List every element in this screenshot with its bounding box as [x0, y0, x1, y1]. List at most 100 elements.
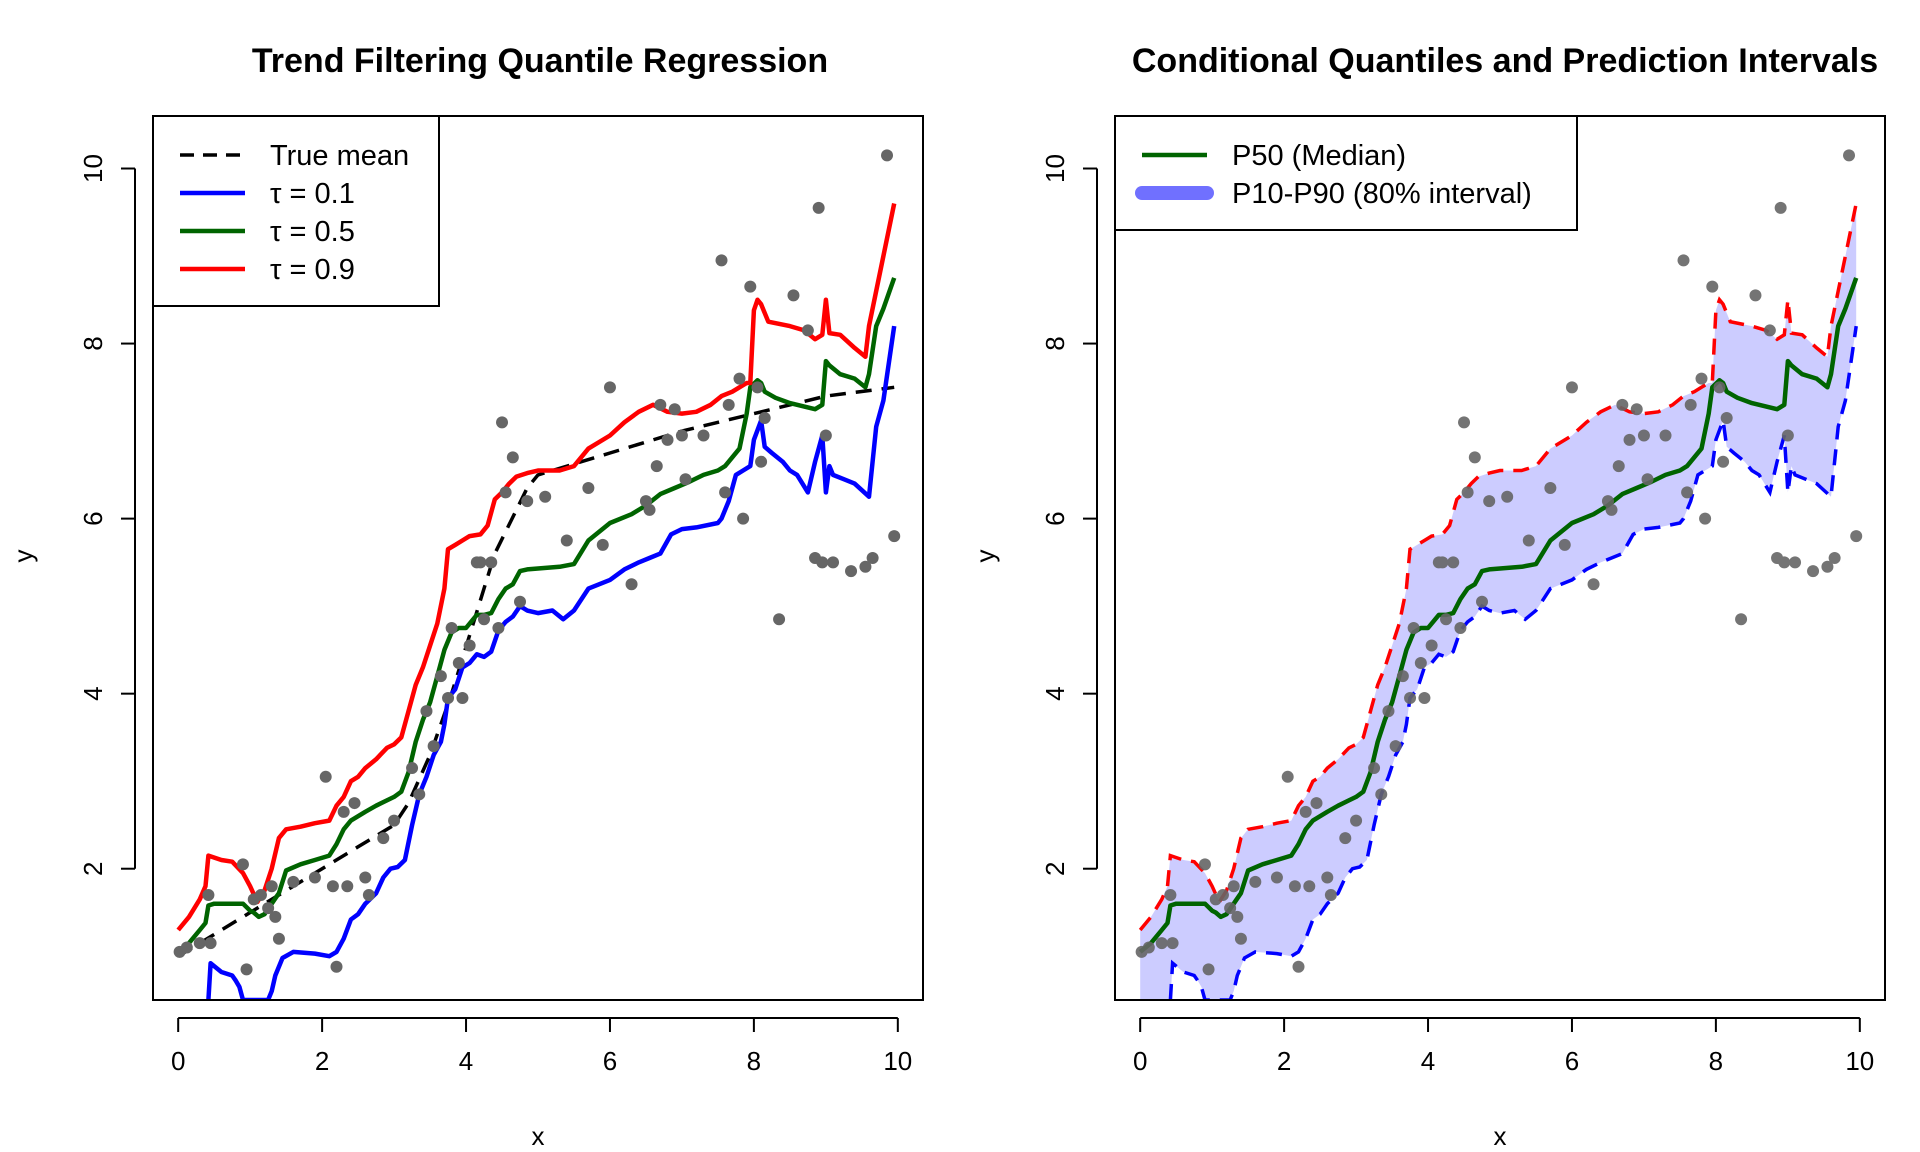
- left-data-point: [478, 613, 491, 626]
- left-data-point: [319, 770, 332, 783]
- right-data-point: [1605, 503, 1618, 516]
- right-data-point: [1303, 880, 1316, 893]
- right-y-axis-label: y: [970, 550, 1000, 563]
- right-data-point: [1407, 622, 1420, 635]
- left-data-point: [888, 530, 901, 543]
- right-data-point: [1350, 814, 1363, 827]
- right-data-point: [1249, 875, 1262, 888]
- left-data-point: [240, 963, 253, 976]
- left-data-point: [675, 429, 688, 442]
- right-data-point: [1458, 416, 1471, 429]
- right-data-point: [1310, 797, 1323, 810]
- left-data-point: [722, 398, 735, 411]
- right-data-point: [1699, 512, 1712, 525]
- left-data-point: [377, 832, 390, 845]
- right-legend-label: P10-P90 (80% interval): [1232, 178, 1532, 210]
- left-legend-label: τ = 0.5: [270, 216, 355, 248]
- right-data-point: [1224, 902, 1237, 915]
- left-data-point: [719, 486, 732, 499]
- left-data-point: [265, 880, 278, 893]
- right-data-point: [1227, 880, 1240, 893]
- right-x-tick-label: 6: [1565, 1046, 1579, 1076]
- left-data-point: [272, 932, 285, 945]
- prediction-interval-band: [1140, 203, 1857, 1000]
- left-data-point: [654, 398, 667, 411]
- left-y-tick-label: 6: [78, 511, 108, 525]
- right-data-point: [1774, 201, 1787, 214]
- left-data-point: [456, 692, 469, 705]
- right-data-point: [1202, 963, 1215, 976]
- left-data-point: [744, 280, 757, 293]
- left-data-point: [262, 902, 275, 915]
- left-data-point: [737, 512, 750, 525]
- right-data-point: [1828, 552, 1841, 564]
- right-data-point: [1288, 880, 1301, 893]
- right-data-point: [1522, 534, 1535, 547]
- left-data-point: [308, 871, 321, 884]
- left-data-point: [445, 622, 458, 635]
- right-data-point: [1612, 460, 1625, 473]
- right-data-point: [1447, 556, 1460, 569]
- right-data-point: [1270, 871, 1283, 884]
- left-plot-frame: [152, 115, 924, 1001]
- left-data-point: [625, 578, 638, 591]
- left-chart-title: Trend Filtering Quantile Regression: [252, 42, 828, 80]
- left-data-point: [596, 538, 609, 551]
- left-data-point: [661, 433, 674, 446]
- left-x-tick-label: 8: [747, 1046, 761, 1076]
- right-data-point: [1695, 372, 1708, 385]
- left-legend-box: [152, 115, 440, 307]
- right-data-point: [1324, 888, 1337, 901]
- left-data-point: [434, 670, 447, 683]
- left-legend-label: True mean: [270, 140, 409, 172]
- p90-dashed-line: [1138, 203, 1858, 932]
- left-data-point: [492, 622, 505, 635]
- right-legend-label: P50 (Median): [1232, 140, 1406, 172]
- right-data-point: [1468, 451, 1481, 464]
- right-data-point: [1440, 613, 1453, 626]
- left-data-point: [287, 875, 300, 888]
- left-data-point: [816, 556, 829, 569]
- left-data-point: [859, 560, 872, 573]
- left-data-point: [582, 481, 595, 494]
- left-data-point: [499, 486, 512, 499]
- left-data-point: [643, 503, 656, 516]
- right-data-point: [1587, 578, 1600, 591]
- left-data-point: [715, 254, 728, 267]
- right-data-point: [1735, 613, 1748, 626]
- right-data-point: [1789, 556, 1802, 569]
- left-x-tick-label: 4: [459, 1046, 473, 1076]
- right-data-point: [1281, 770, 1294, 783]
- right-data-point: [1321, 871, 1334, 884]
- right-data-point: [1198, 858, 1211, 871]
- left-legend-label: τ = 0.1: [270, 178, 355, 210]
- left-data-point: [193, 937, 206, 950]
- left-y-tick-label: 4: [78, 686, 108, 700]
- p50-median-line: [1138, 277, 1859, 954]
- left-data-point: [463, 639, 476, 652]
- left-data-point: [514, 595, 527, 608]
- right-data-point: [1565, 381, 1578, 394]
- left-data-point: [755, 455, 768, 468]
- left-data-point: [697, 429, 710, 442]
- left-data-point: [881, 149, 894, 162]
- right-data-point: [1389, 740, 1402, 753]
- left-data-point: [236, 858, 249, 871]
- left-y-tick-label: 2: [78, 861, 108, 875]
- left-data-point: [506, 451, 519, 464]
- tau-0.1-line: [206, 325, 897, 1000]
- right-y-tick-label: 8: [1040, 336, 1070, 350]
- left-data-point: [773, 613, 786, 626]
- left-data-point: [560, 534, 573, 547]
- right-data-point: [1616, 398, 1629, 411]
- right-data-point: [1425, 639, 1438, 652]
- left-x-tick-label: 6: [603, 1046, 617, 1076]
- right-x-axis-label: x: [1494, 1121, 1507, 1151]
- left-data-point: [420, 705, 433, 718]
- right-data-point: [1717, 455, 1730, 468]
- right-data-point: [1681, 486, 1694, 499]
- left-data-point: [202, 888, 215, 901]
- left-data-point: [496, 416, 509, 429]
- right-legend-box: [1114, 115, 1578, 231]
